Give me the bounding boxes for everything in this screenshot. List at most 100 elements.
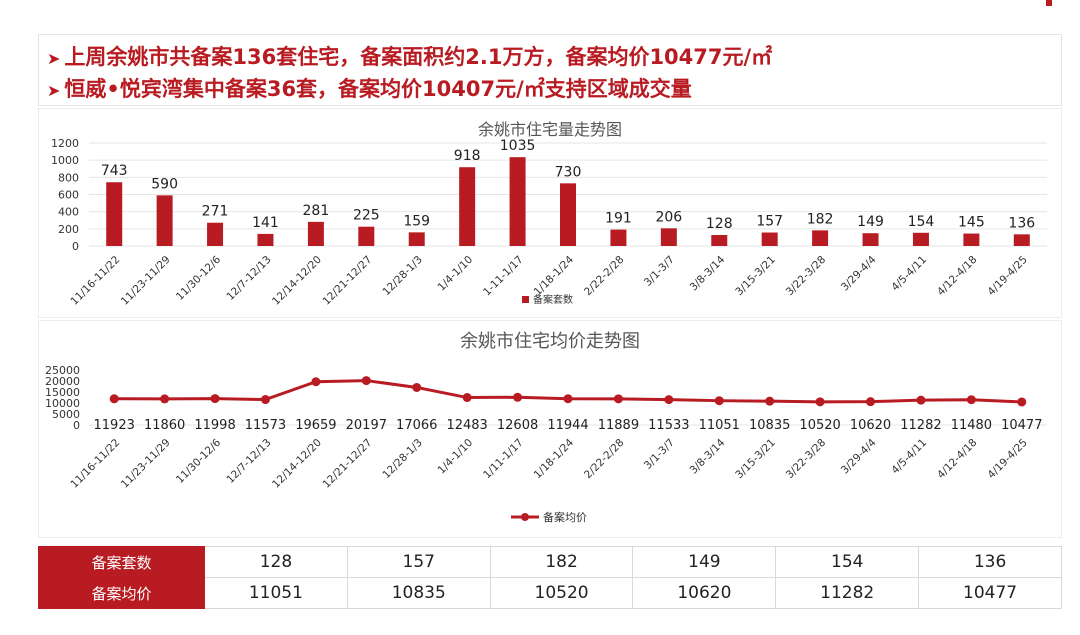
bar-data-label: 145: [958, 215, 985, 231]
table-cell: 149: [632, 546, 777, 578]
x-tick-label: 1/4-1/10: [435, 254, 475, 294]
table-cell: 10477: [918, 577, 1062, 609]
table-row: 备案套数 128 157 182 149 154 136: [38, 546, 1062, 578]
bar: [761, 232, 778, 246]
point-data-label: 11860: [144, 418, 185, 433]
data-point: [513, 392, 523, 402]
point-data-label: 11051: [699, 418, 740, 433]
headline-line-1: ➤ 上周余姚市共备案136套住宅，备案面积约2.1万方，备案均价10477元/㎡: [47, 41, 772, 71]
x-tick-label: 12/21-12/27: [320, 254, 374, 308]
bar-data-label: 128: [706, 216, 733, 232]
point-data-label: 10835: [749, 418, 790, 433]
point-data-label: 10477: [1001, 418, 1042, 433]
data-point: [966, 395, 976, 405]
x-tick-label: 4/5-4/11: [889, 437, 929, 477]
arrow-right-icon: ➤: [47, 49, 61, 68]
headline-line-1-text: 上周余姚市共备案136套住宅，备案面积约2.1万方，备案均价10477元/㎡: [64, 45, 773, 69]
point-data-label: 11923: [94, 418, 135, 433]
x-tick-label: 1/18-1/24: [532, 253, 577, 298]
point-data-label: 11480: [951, 418, 992, 433]
y-tick-label: 20000: [45, 375, 80, 388]
x-tick-label: 4/5-4/11: [889, 254, 929, 294]
x-tick-label: 4/19-4/25: [985, 254, 1030, 299]
legend: 备案均价: [511, 510, 587, 524]
arrow-right-icon: ➤: [47, 81, 61, 100]
bar-data-label: 918: [454, 148, 481, 164]
headline-line-2-text: 恒威•悦宾湾集中备案36套，备案均价10407元/㎡支持区域成交量: [64, 77, 692, 101]
bar: [459, 167, 476, 246]
table-cell: 182: [489, 546, 634, 578]
bar-data-label: 149: [857, 214, 884, 230]
bar: [509, 157, 526, 246]
data-point: [664, 395, 674, 405]
data-point: [361, 376, 371, 386]
bar-data-label: 191: [605, 211, 632, 227]
x-tick-label: 1/11-1/17: [481, 437, 526, 482]
data-point: [815, 397, 825, 407]
table-cell: 136: [918, 546, 1062, 578]
bar-data-label: 157: [756, 214, 783, 230]
table-cell: 11282: [775, 577, 920, 609]
bar: [812, 230, 829, 246]
point-data-label: 11998: [194, 418, 235, 433]
table-cell: 10835: [346, 577, 491, 609]
bar-data-label: 1035: [500, 138, 536, 154]
bar: [257, 233, 274, 246]
table-cell: 10520: [489, 577, 634, 609]
table-row: 备案均价 11051 10835 10520 10620 11282 10477: [38, 577, 1062, 609]
x-tick-label: 3/15-3/21: [733, 437, 778, 482]
housing-volume-chart: 余姚市住宅量走势图 0 200 400 600 800 1000 1200 743 11/16-1…: [51, 120, 1047, 308]
y-tick-label: 200: [58, 223, 79, 236]
row-header-cell: 备案均价: [38, 577, 205, 609]
x-tick-label: 3/1-3/7: [642, 437, 677, 472]
legend-label: 备案均价: [543, 510, 587, 524]
x-tick-label: 3/8-3/14: [688, 436, 728, 476]
x-tick-label: 2/22-2/28: [582, 254, 627, 299]
table-cell: 157: [346, 546, 491, 578]
data-point: [210, 394, 220, 404]
data-point: [765, 396, 775, 406]
x-tick-label: 3/15-3/21: [733, 254, 778, 299]
point-data-label: 12483: [446, 418, 487, 433]
y-tick-label: 5000: [52, 408, 80, 421]
x-tick-label: 11/16-11/22: [68, 254, 122, 308]
chart-title: 余姚市住宅量走势图: [478, 120, 622, 139]
point-data-label: 11889: [598, 418, 639, 433]
y-tick-label: 0: [72, 240, 79, 253]
data-point: [160, 394, 170, 404]
x-tick-label: 12/14-12/20: [270, 437, 324, 491]
bar: [307, 221, 324, 246]
data-point: [462, 393, 472, 403]
bar: [156, 195, 173, 246]
y-tick-label: 1200: [51, 137, 79, 150]
bar: [912, 232, 929, 246]
x-tick-label: 3/29-4/4: [839, 253, 879, 293]
table-cell: 154: [775, 546, 920, 578]
bar: [207, 222, 224, 246]
bar: [408, 232, 425, 246]
data-point: [109, 394, 119, 404]
y-tick-label: 25000: [45, 364, 80, 377]
point-data-label: 19659: [295, 418, 336, 433]
bar: [106, 182, 123, 246]
bar-data-label: 271: [202, 204, 229, 220]
x-tick-label: 3/1-3/7: [642, 254, 677, 289]
bar-data-label: 141: [252, 215, 279, 231]
housing-volume-chart-panel: 余姚市住宅量走势图 0 200 400 600 800 1000 1200 743 11/16-1…: [38, 108, 1062, 318]
bar-data-label: 154: [908, 214, 935, 230]
point-data-label: 11533: [648, 418, 689, 433]
corner-accent-mark: [1046, 0, 1052, 6]
x-tick-label: 11/23-11/29: [119, 437, 173, 491]
bar: [610, 229, 627, 246]
data-point: [866, 397, 876, 407]
x-tick-label: 12/28-1/3: [380, 254, 425, 299]
x-tick-label: 1-11-1/17: [481, 254, 526, 299]
bar: [1013, 234, 1030, 246]
legend-marker: [521, 513, 529, 521]
x-tick-label: 3/29-4/4: [839, 436, 879, 476]
data-point: [563, 394, 573, 404]
y-tick-label: 800: [58, 171, 79, 184]
bar: [358, 226, 375, 246]
bar-data-label: 136: [1008, 215, 1035, 231]
